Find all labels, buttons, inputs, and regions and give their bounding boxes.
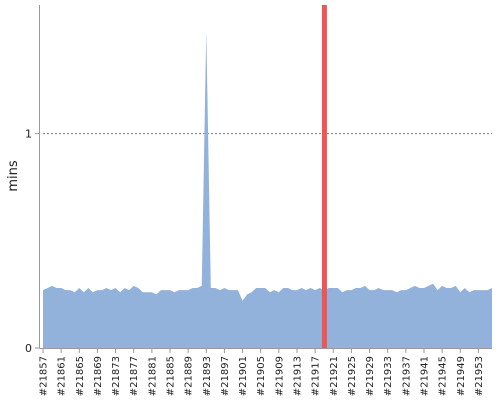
x-tick-label: #21913 <box>292 356 303 396</box>
x-tick-label: #21921 <box>329 356 340 396</box>
x-tick-label: #21933 <box>383 356 394 396</box>
x-tick-label: #21905 <box>256 356 267 396</box>
highlighted-build-bar[interactable] <box>321 5 327 348</box>
y-tick-label: 0 <box>25 342 32 355</box>
x-tick-label: #21889 <box>184 356 195 396</box>
x-tick-label: #21929 <box>365 356 376 396</box>
x-tick-label: #21941 <box>419 356 430 396</box>
x-tick-label: #21897 <box>220 356 231 396</box>
x-tick-label: #21885 <box>165 356 176 396</box>
x-tick-label: #21953 <box>474 356 485 396</box>
x-tick-label: #21901 <box>238 356 249 396</box>
x-tick-label: #21865 <box>75 356 86 396</box>
x-tick-label: #21881 <box>147 356 158 396</box>
x-tick-label: #21909 <box>274 356 285 396</box>
x-tick-label: #21893 <box>202 356 213 396</box>
plot-area <box>43 5 492 348</box>
x-tick-label: #21861 <box>57 356 68 396</box>
x-tick-label: #21945 <box>438 356 449 396</box>
x-tick-label: #21917 <box>311 356 322 396</box>
x-tick-label: #21949 <box>456 356 467 396</box>
x-tick-label: #21869 <box>93 356 104 396</box>
duration-area-series <box>43 30 492 348</box>
y-axis-label: mins <box>6 160 21 192</box>
axes: 0 1 #21857 #21861 #21865 #21869 #21873 #21877 #2… <box>25 5 492 396</box>
x-tick-label: #21937 <box>401 356 412 396</box>
y-tick-label: 1 <box>25 128 32 141</box>
x-tick-label: #21877 <box>129 356 140 396</box>
x-tick-label: #21925 <box>347 356 358 396</box>
x-tick-label: #21857 <box>39 356 50 396</box>
x-tick-label: #21873 <box>111 356 122 396</box>
